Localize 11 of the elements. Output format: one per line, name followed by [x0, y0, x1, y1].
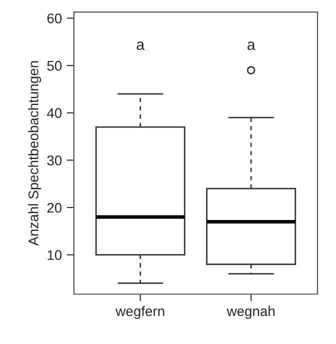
y-tick-label: 20 [47, 202, 62, 213]
y-tick-label: 50 [47, 60, 62, 71]
y-tick-label: 60 [47, 14, 62, 24]
y-tick-label: 30 [47, 156, 62, 166]
y-tick-label: 10 [48, 250, 62, 260]
x-tick-label: wegnah [226, 306, 275, 319]
y-axis-title: Anzahl Spechtbeobachtungen [28, 61, 42, 246]
annotation: a [247, 42, 256, 50]
x-tick-label: wegfern [116, 306, 164, 319]
annotation: a [136, 42, 145, 50]
y-tick-label: 40 [46, 108, 62, 118]
